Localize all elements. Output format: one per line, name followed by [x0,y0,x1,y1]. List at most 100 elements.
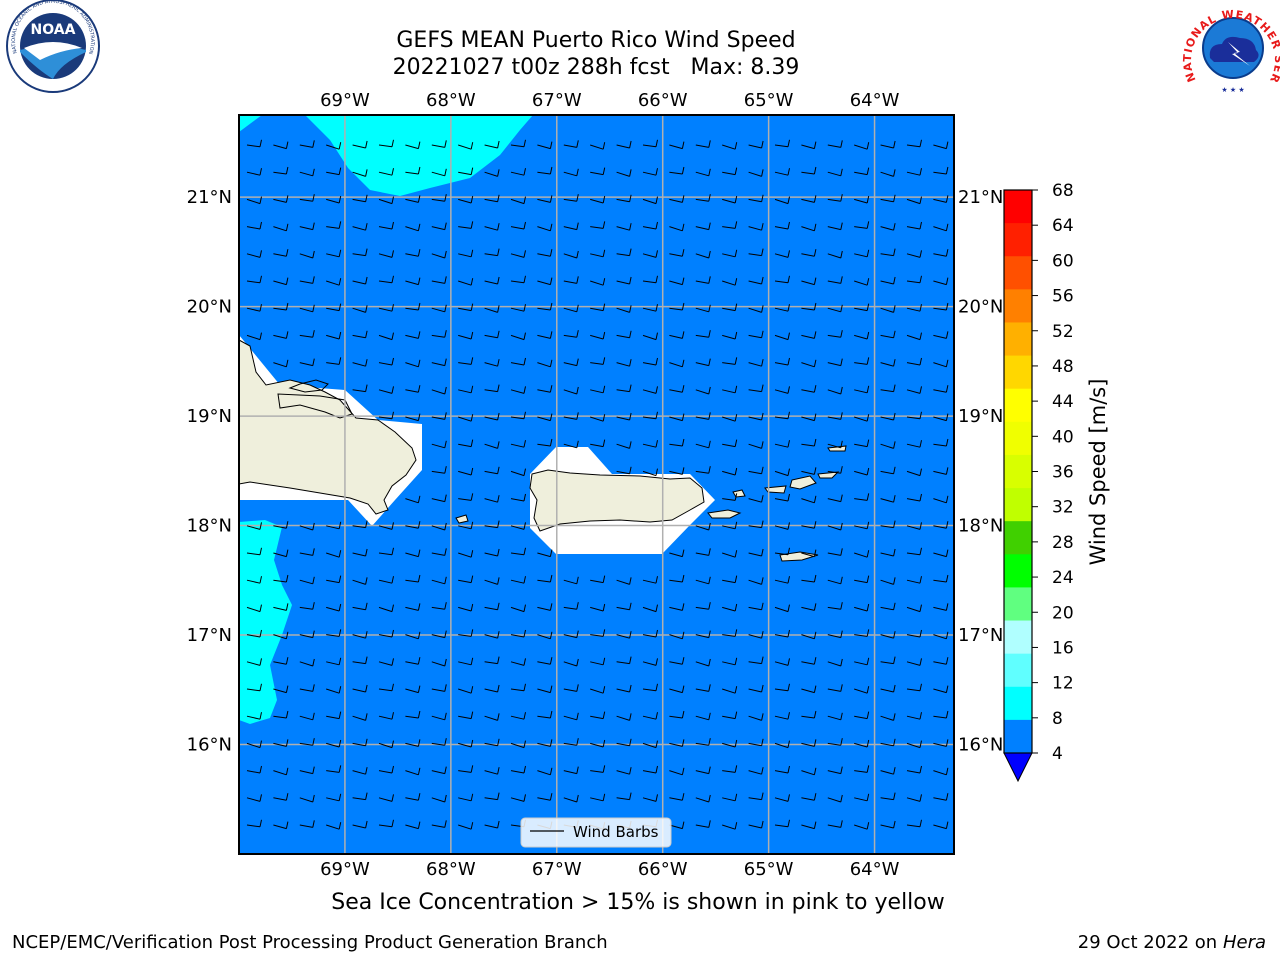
wind-barb-shaft [273,198,287,203]
wind-barb-shaft [880,416,894,421]
wind-barb-shaft [827,226,841,231]
wind-barb-flag [417,249,421,257]
wind-barb-flag [734,739,738,748]
wind-barb-shaft [748,498,762,503]
wind-barb-flag [761,412,764,421]
wind-barb-flag [602,575,606,583]
wind-barb-shaft [273,280,287,286]
wind-barb-flag [945,821,949,829]
wind-barb-shaft [748,770,762,775]
wind-barb-flag [576,358,579,366]
wind-barb-flag [893,577,896,585]
wind-barb-shaft [616,144,630,149]
wind-barb-shaft [880,606,894,611]
wind-barb-shaft [563,362,577,367]
wind-barb-flag [787,168,790,176]
wind-barb-flag [866,493,870,501]
wind-barb-flag [945,685,949,693]
footer-date: 29 Oct 2022 on Hera [1078,932,1266,953]
wind-barb-shaft [695,715,709,721]
wind-barb-shaft [933,307,947,311]
wind-barb-shaft [246,606,261,613]
wind-barb-flag [893,548,896,557]
wind-barb-shaft [933,389,947,393]
wind-barb-shaft [563,144,577,148]
wind-barb-shaft [642,797,657,802]
wind-barb-shaft [933,226,947,232]
wind-barb-flag [866,603,870,612]
wind-barb-shaft [484,416,498,421]
wind-barb-shaft [299,634,313,639]
wind-barb-shaft [695,579,709,585]
wind-barb-shaft [378,198,393,205]
wind-barb-flag [629,656,632,664]
wind-barb-flag [549,141,553,149]
wind-barb-flag [497,602,500,610]
legend-label: Wind Barbs [573,823,659,841]
wind-barb-shaft [774,634,789,638]
wind-barb-shaft [642,416,657,420]
wind-barb-shaft [774,226,789,230]
wind-barb-flag [602,249,606,257]
wind-barb-shaft [273,226,287,232]
wind-barb-flag [497,713,500,721]
wind-barb-shaft [906,171,921,176]
wind-barb-flag [945,739,949,747]
wind-barb-shaft [510,443,525,448]
wind-barb-flag [576,766,579,774]
wind-barb-shaft [880,525,894,529]
wind-barb-flag [602,414,606,422]
wind-barb-flag [365,684,368,693]
wind-barb-flag [497,466,500,474]
wind-barb-flag [312,168,315,176]
lat-label-left: 17°N [187,625,232,646]
wind-barb-flag [708,168,711,176]
wind-barb-shaft [642,253,657,258]
wind-barb-flag [866,385,870,393]
wind-barb-shaft [695,416,709,420]
wind-barb-flag [734,385,738,393]
samana-peninsula [277,393,353,419]
wind-barb-shaft [933,362,947,368]
wind-barb-flag [787,386,790,394]
wind-barb-flag [813,521,817,529]
wind-barb-flag [391,819,394,827]
wind-barb-shaft [854,824,868,830]
wind-barb-shaft [642,280,657,284]
wind-barb-flag [417,302,421,311]
wind-barb-flag [338,331,342,340]
virgin-islands-3 [817,471,840,479]
wind-barb-shaft [880,688,894,693]
wind-barb-flag [470,739,474,748]
wind-barb-shaft [458,362,472,365]
wind-barb-flag [629,602,632,610]
wind-barb-flag [708,250,711,259]
wind-barb-shaft [801,280,815,286]
colorbar-tick-label: 68 [1052,181,1074,201]
wind-barb-shaft [352,362,366,367]
wind-barb-shaft [722,824,736,830]
noaa-logo-text: NOAA [31,22,76,38]
wind-barb-flag [470,167,474,175]
wind-barb-shaft [510,715,525,720]
wind-barb-shaft [590,606,604,612]
wind-barb-flag [629,412,632,421]
colorbar-segment [1004,223,1032,257]
wind-barb-flag [549,385,553,393]
wind-barb-flag [391,304,394,312]
wind-barb-shaft [299,715,313,721]
wind-barb-shaft [273,797,287,801]
colorbar-segment [1004,488,1032,522]
wind-barb-flag [312,194,315,202]
wind-barb-flag [866,303,870,311]
wind-barb-shaft [326,334,340,340]
lat-labels-left: 21°N 20°N 19°N 18°N 17°N 16°N [187,187,232,755]
wind-barb-shaft [695,171,709,177]
wind-barb-shaft [827,579,841,585]
wind-barb-flag [813,166,817,175]
wind-barb-shaft [484,525,498,529]
wind-barb-flag [338,657,342,665]
wind-barb-shaft [801,552,815,558]
wind-barb-shaft [722,634,736,637]
wind-barb-shaft [590,661,604,666]
